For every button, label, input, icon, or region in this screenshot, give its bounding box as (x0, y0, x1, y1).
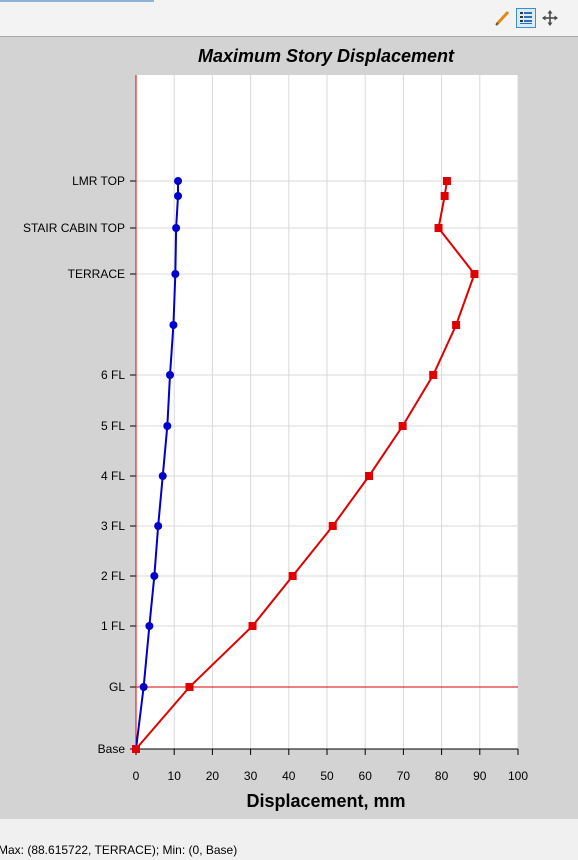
tick-labels: 0 10 20 30 40 50 60 70 80 90 100 Base GL 1 FL 2 FL 3 FL… (23, 174, 528, 783)
series-1-point (174, 177, 183, 185)
x-tick-label: 30 (244, 769, 258, 783)
series-layer (132, 177, 479, 753)
y-tick-label: 2 FL (101, 569, 125, 583)
series-1-point (172, 224, 181, 232)
move-arrows-icon[interactable] (540, 8, 560, 28)
axes (130, 75, 519, 755)
y-tick-label: 4 FL (101, 469, 125, 483)
y-tick-label: STAIR CABIN TOP (23, 221, 125, 235)
legend-list-icon[interactable] (516, 8, 536, 28)
x-axis-label: Displacement, mm (246, 791, 405, 811)
x-tick-label: 20 (206, 769, 220, 783)
y-tick-label: 3 FL (101, 519, 125, 533)
max-min-readout: Max: (88.615722, TERRACE); Min: (0, Base… (0, 843, 238, 857)
series-1-point (169, 321, 178, 329)
chart-title: Maximum Story Displacement (198, 46, 455, 66)
series-1-point (165, 371, 174, 379)
y-tick-label: 5 FL (101, 419, 125, 433)
series-1-point (163, 422, 172, 430)
series-2-point (452, 321, 461, 329)
y-tick-label: Base (98, 742, 126, 756)
tab-edge (0, 0, 154, 2)
series-2-point (434, 224, 443, 232)
series-1-point (158, 472, 167, 480)
series-2-point (470, 270, 479, 278)
series-1-point (150, 572, 159, 580)
y-tick-label: TERRACE (68, 267, 125, 281)
x-tick-label: 100 (508, 769, 528, 783)
grid-lines (136, 75, 519, 749)
series-1-point (145, 622, 154, 630)
series-2-point (429, 371, 438, 379)
x-tick-label: 90 (473, 769, 487, 783)
x-tick-label: 70 (397, 769, 411, 783)
series-2-point (398, 422, 407, 430)
series-2-point (328, 522, 337, 530)
series-1-point (171, 270, 180, 278)
series-2-point (440, 192, 449, 200)
y-tick-label: GL (109, 680, 125, 694)
series-1-point (139, 683, 148, 691)
pencil-icon[interactable] (492, 8, 512, 28)
series-2-point (442, 177, 451, 185)
y-tick-label: 1 FL (101, 619, 125, 633)
series-2-point (365, 472, 374, 480)
x-tick-label: 50 (320, 769, 334, 783)
series-1-point (154, 522, 163, 530)
x-tick-label: 40 (282, 769, 296, 783)
x-tick-label: 80 (435, 769, 449, 783)
status-bar: Max: (88.615722, TERRACE); Min: (0, Base… (0, 840, 578, 860)
story-displacement-chart: Maximum Story Displacement 0 10 20 30 40 50 60… (23, 46, 528, 811)
series-1-point (174, 192, 183, 200)
y-tick-label: 6 FL (101, 368, 125, 382)
series-2-point (288, 572, 297, 580)
series-2-point (132, 745, 140, 753)
x-tick-label: 0 (133, 769, 140, 783)
series-2-point (185, 683, 194, 691)
x-tick-label: 60 (359, 769, 373, 783)
series-2-point (248, 622, 257, 630)
x-tick-label: 10 (168, 769, 182, 783)
y-tick-label: LMR TOP (72, 174, 125, 188)
